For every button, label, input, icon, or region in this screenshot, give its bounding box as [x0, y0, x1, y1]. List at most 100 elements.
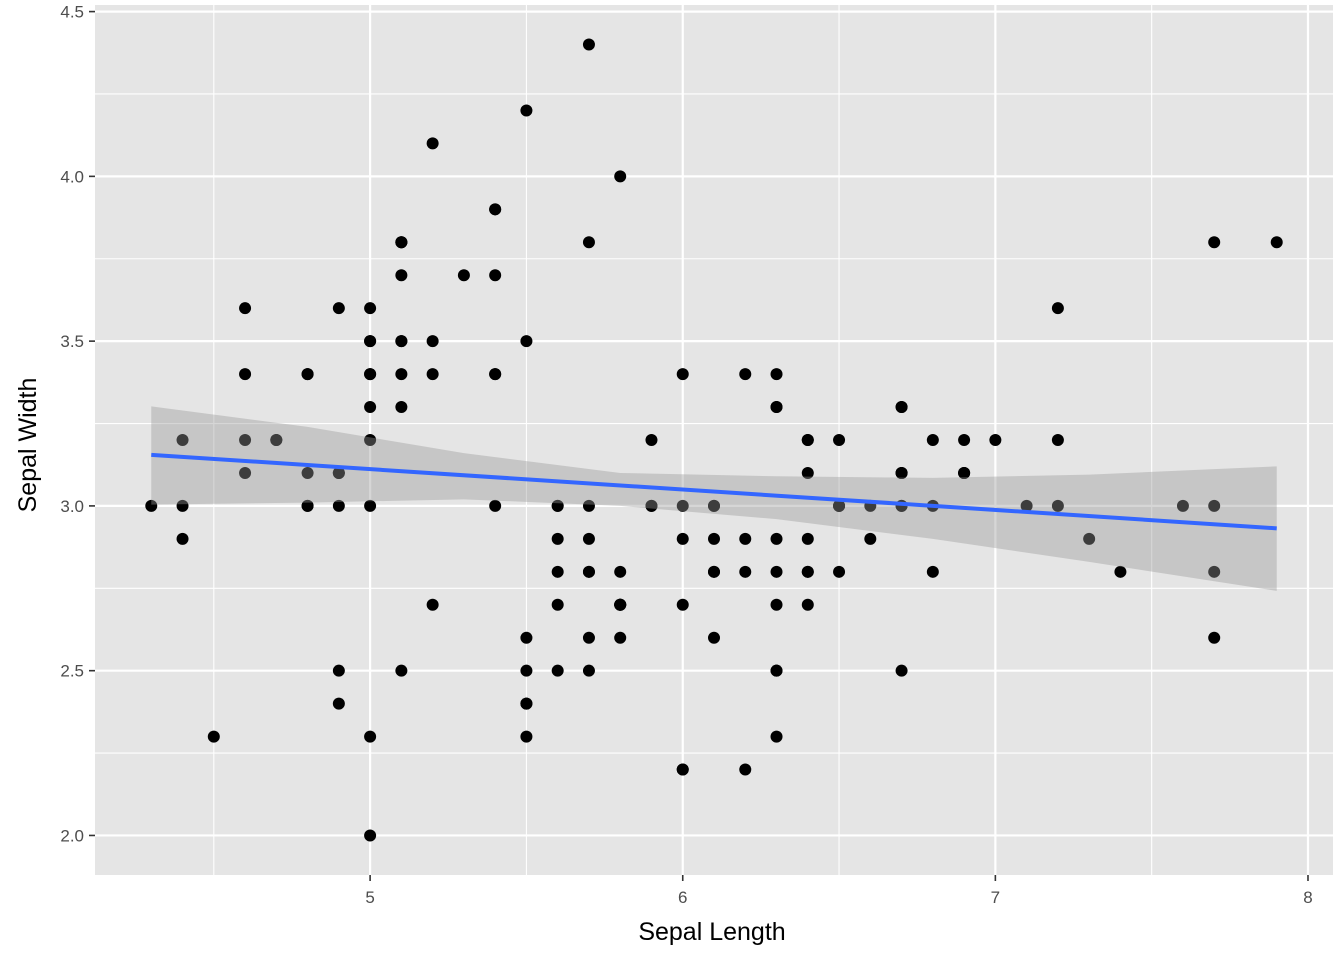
data-point	[301, 466, 314, 479]
data-point	[958, 466, 971, 479]
data-point	[426, 335, 439, 348]
data-point	[1051, 499, 1064, 512]
y-axis-title: Sepal Width	[14, 378, 42, 513]
data-point	[582, 38, 595, 51]
data-point	[239, 302, 252, 315]
data-point	[489, 368, 502, 381]
fit-line-layer	[151, 406, 1277, 591]
data-point	[332, 466, 345, 479]
data-point	[1051, 434, 1064, 446]
data-point	[739, 368, 752, 381]
data-point	[395, 335, 408, 348]
data-point	[676, 368, 689, 381]
data-point	[551, 532, 564, 545]
data-point	[520, 730, 533, 743]
data-point	[270, 434, 283, 446]
data-point	[989, 434, 1002, 446]
data-point	[801, 532, 814, 545]
data-point	[770, 368, 783, 381]
data-point	[614, 598, 627, 611]
data-point	[770, 565, 783, 578]
data-point	[770, 730, 783, 743]
data-point	[801, 598, 814, 611]
data-point	[676, 499, 689, 512]
data-point	[582, 565, 595, 578]
plot-panel	[95, 5, 1333, 875]
x-tick-label: 8	[1303, 888, 1312, 907]
data-point	[739, 532, 752, 545]
data-point	[551, 565, 564, 578]
y-tick-label: 4.5	[60, 3, 84, 22]
data-point	[457, 269, 470, 282]
data-point	[895, 466, 908, 479]
data-point	[770, 664, 783, 677]
data-point	[301, 368, 314, 381]
confidence-band	[151, 406, 1277, 591]
data-point	[1051, 302, 1064, 315]
data-point	[958, 434, 971, 446]
data-point	[395, 269, 408, 282]
data-point	[895, 401, 908, 414]
data-point	[239, 434, 252, 446]
data-point	[801, 565, 814, 578]
data-point	[582, 631, 595, 644]
data-point	[801, 466, 814, 479]
data-point	[833, 565, 846, 578]
data-point	[489, 499, 502, 512]
data-point	[1114, 565, 1127, 578]
data-point	[708, 631, 720, 644]
data-point	[708, 565, 720, 578]
data-point	[395, 401, 408, 414]
data-point	[614, 170, 627, 183]
data-point	[1208, 631, 1221, 644]
data-point	[207, 730, 220, 743]
data-point	[426, 598, 439, 611]
data-point	[364, 335, 377, 348]
data-point	[1208, 565, 1221, 578]
data-point	[926, 434, 939, 446]
data-point	[708, 499, 720, 512]
data-point	[582, 499, 595, 512]
data-point	[332, 499, 345, 512]
data-point	[395, 368, 408, 381]
data-point	[520, 631, 533, 644]
data-point	[301, 499, 314, 512]
data-point	[364, 401, 377, 414]
data-point	[645, 434, 658, 446]
data-point	[1208, 499, 1221, 512]
data-point	[489, 269, 502, 282]
x-axis: 5 6 7 8	[365, 875, 1313, 907]
data-point	[676, 532, 689, 545]
data-point	[364, 368, 377, 381]
data-point	[332, 697, 345, 710]
data-point	[332, 664, 345, 677]
data-point	[239, 368, 252, 381]
y-tick-label: 2.0	[60, 826, 84, 845]
y-tick-label: 3.5	[60, 332, 84, 351]
data-point	[520, 664, 533, 677]
data-point	[364, 730, 377, 743]
data-point	[176, 499, 189, 512]
y-tick-label: 2.5	[60, 662, 84, 681]
y-tick-label: 3.0	[60, 497, 84, 516]
data-point	[739, 763, 752, 776]
data-point	[676, 598, 689, 611]
x-tick-label: 7	[991, 888, 1000, 907]
data-point	[833, 499, 846, 512]
x-axis-title: Sepal Length	[638, 918, 785, 946]
data-point	[364, 829, 377, 842]
data-point	[614, 631, 627, 644]
data-point	[1208, 236, 1221, 249]
data-point	[520, 104, 533, 117]
y-axis: 2.0 2.5 3.0 3.5 4.0 4.5	[60, 3, 95, 845]
regression-line	[151, 452, 1277, 531]
y-tick-label: 4.0	[60, 167, 84, 186]
data-point	[1083, 532, 1096, 545]
data-point	[833, 434, 846, 446]
data-point	[770, 598, 783, 611]
data-point	[489, 203, 502, 216]
data-point	[364, 434, 377, 446]
data-point	[239, 466, 252, 479]
